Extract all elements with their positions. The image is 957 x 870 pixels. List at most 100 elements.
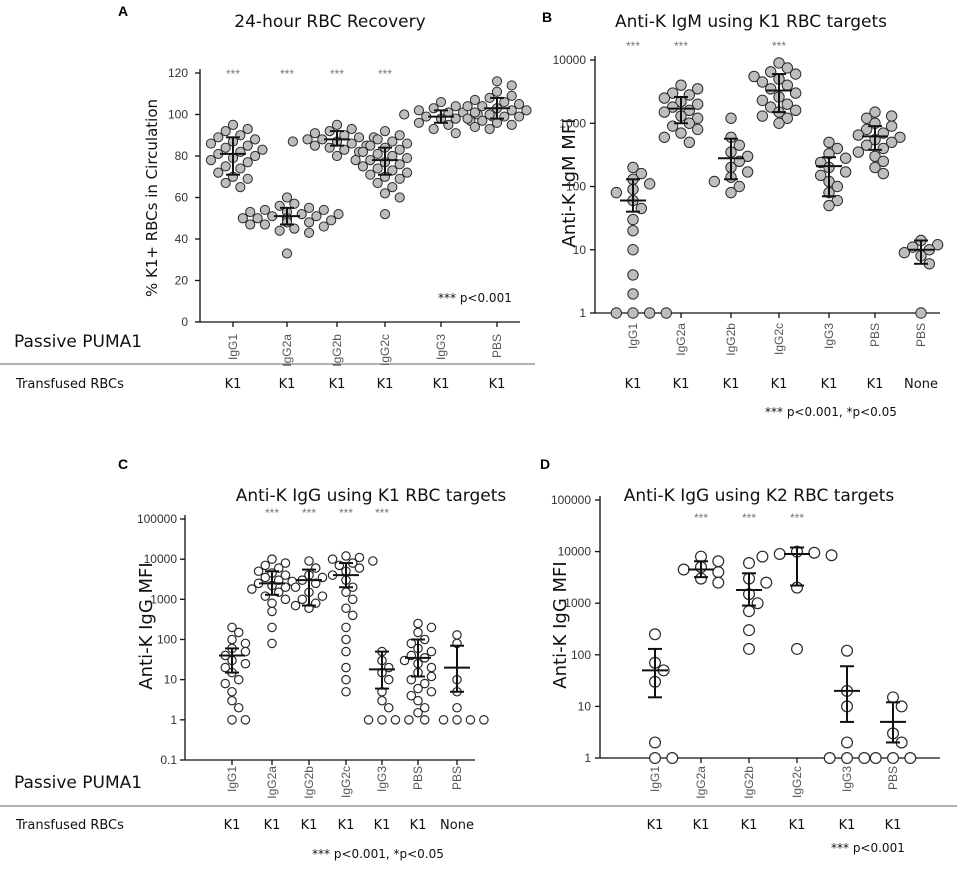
panel-b-title: Anti-K IgM using K1 RBC targets — [615, 12, 887, 32]
data-point — [245, 219, 256, 230]
transfused-rbc-label: K1 — [433, 377, 450, 392]
data-point — [260, 572, 271, 583]
transfused-rbc-label: K1 — [301, 818, 318, 833]
data-point — [773, 547, 786, 560]
data-point — [660, 307, 672, 319]
transfused-rbc-label: K1 — [279, 377, 296, 392]
data-point — [303, 227, 315, 238]
data-point — [220, 126, 231, 137]
data-point — [242, 140, 253, 151]
y-tick-label: 40 — [175, 232, 189, 246]
data-point — [303, 202, 315, 213]
data-point — [341, 662, 351, 673]
data-point — [310, 563, 321, 573]
data-point — [756, 94, 769, 107]
y-tick-label: 1000 — [559, 116, 586, 130]
data-point — [220, 161, 231, 172]
data-point — [324, 142, 335, 153]
transfused-rbc-label: K1 — [225, 377, 242, 392]
data-point — [267, 606, 277, 617]
data-point — [426, 622, 437, 633]
data-point — [339, 144, 350, 155]
panel-d: D Anti-K IgG using K2 RBC targets Anti-K… — [540, 456, 905, 855]
data-point — [205, 138, 217, 149]
data-point — [627, 307, 639, 319]
transfused-rbc-label: None — [904, 377, 938, 392]
panel-a-title: 24-hour RBC Recovery — [234, 12, 425, 32]
data-point — [712, 555, 725, 568]
panel-b: B Anti-K IgM using K1 RBC targets Anti-K… — [542, 9, 897, 419]
data-point — [240, 715, 251, 725]
data-point — [331, 119, 343, 130]
data-point — [247, 584, 257, 594]
category-label: IgG2c — [772, 323, 786, 355]
data-point — [450, 113, 461, 124]
transfused-rbc-label: None — [440, 818, 474, 833]
data-point — [839, 166, 852, 178]
data-point — [491, 76, 503, 87]
data-point — [379, 188, 391, 199]
data-point — [227, 634, 237, 645]
data-point — [491, 86, 503, 97]
data-point — [372, 148, 383, 160]
category-label: PBS — [411, 766, 425, 790]
data-point — [341, 551, 351, 561]
data-point — [267, 622, 277, 633]
plot-layer: 0 20 40 60 80 100 120 IgG1 K1 *** IgG2a K1 *** IgG2b K… — [137, 39, 944, 833]
data-point — [387, 136, 398, 147]
significance-stars: *** — [339, 506, 353, 520]
data-point — [742, 624, 755, 637]
transfused-rbcs-label-top: Transfused RBCs — [15, 377, 124, 392]
category-label: IgG2b — [302, 766, 316, 799]
data-point — [267, 638, 277, 649]
data-point — [506, 90, 517, 101]
category-label: IgG2a — [280, 334, 294, 367]
transfused-rbc-label: K1 — [741, 818, 758, 833]
data-point — [506, 119, 517, 130]
y-tick-label: 0 — [181, 315, 188, 329]
category-label: IgG1 — [648, 766, 662, 792]
y-tick-label: 20 — [175, 274, 189, 288]
data-point — [781, 79, 794, 91]
data-point — [394, 159, 405, 170]
data-point — [390, 715, 401, 725]
transfused-rbc-label: K1 — [693, 818, 710, 833]
data-point — [257, 144, 268, 155]
data-point — [260, 560, 271, 571]
data-point — [309, 128, 321, 139]
data-point — [428, 123, 439, 135]
data-point — [404, 715, 414, 725]
y-tick-label: 100 — [157, 633, 177, 647]
transfused-rbc-label: K1 — [625, 377, 642, 392]
data-point — [450, 101, 461, 112]
data-point — [353, 132, 365, 143]
data-point — [341, 634, 351, 645]
category-label: PBS — [914, 323, 928, 347]
data-point — [267, 554, 277, 564]
data-point — [781, 98, 794, 110]
data-point — [658, 92, 671, 104]
data-point — [259, 204, 271, 216]
data-point — [237, 213, 248, 224]
data-point — [773, 117, 785, 129]
data-point — [764, 101, 777, 113]
data-point — [764, 66, 777, 78]
data-point — [764, 83, 777, 95]
data-point — [341, 686, 351, 697]
data-point — [304, 556, 314, 566]
data-point — [280, 594, 291, 605]
significance-stars: *** — [742, 511, 756, 525]
data-point — [326, 215, 337, 226]
data-point — [852, 129, 865, 141]
data-point — [627, 213, 639, 226]
category-label: IgG2a — [674, 323, 688, 356]
data-point — [379, 209, 391, 220]
data-point — [691, 83, 704, 95]
data-point — [363, 715, 374, 725]
data-point — [317, 591, 328, 601]
data-point — [235, 130, 246, 141]
data-point — [666, 751, 679, 764]
data-point — [290, 600, 301, 611]
data-point — [341, 622, 351, 633]
data-point — [643, 307, 656, 319]
